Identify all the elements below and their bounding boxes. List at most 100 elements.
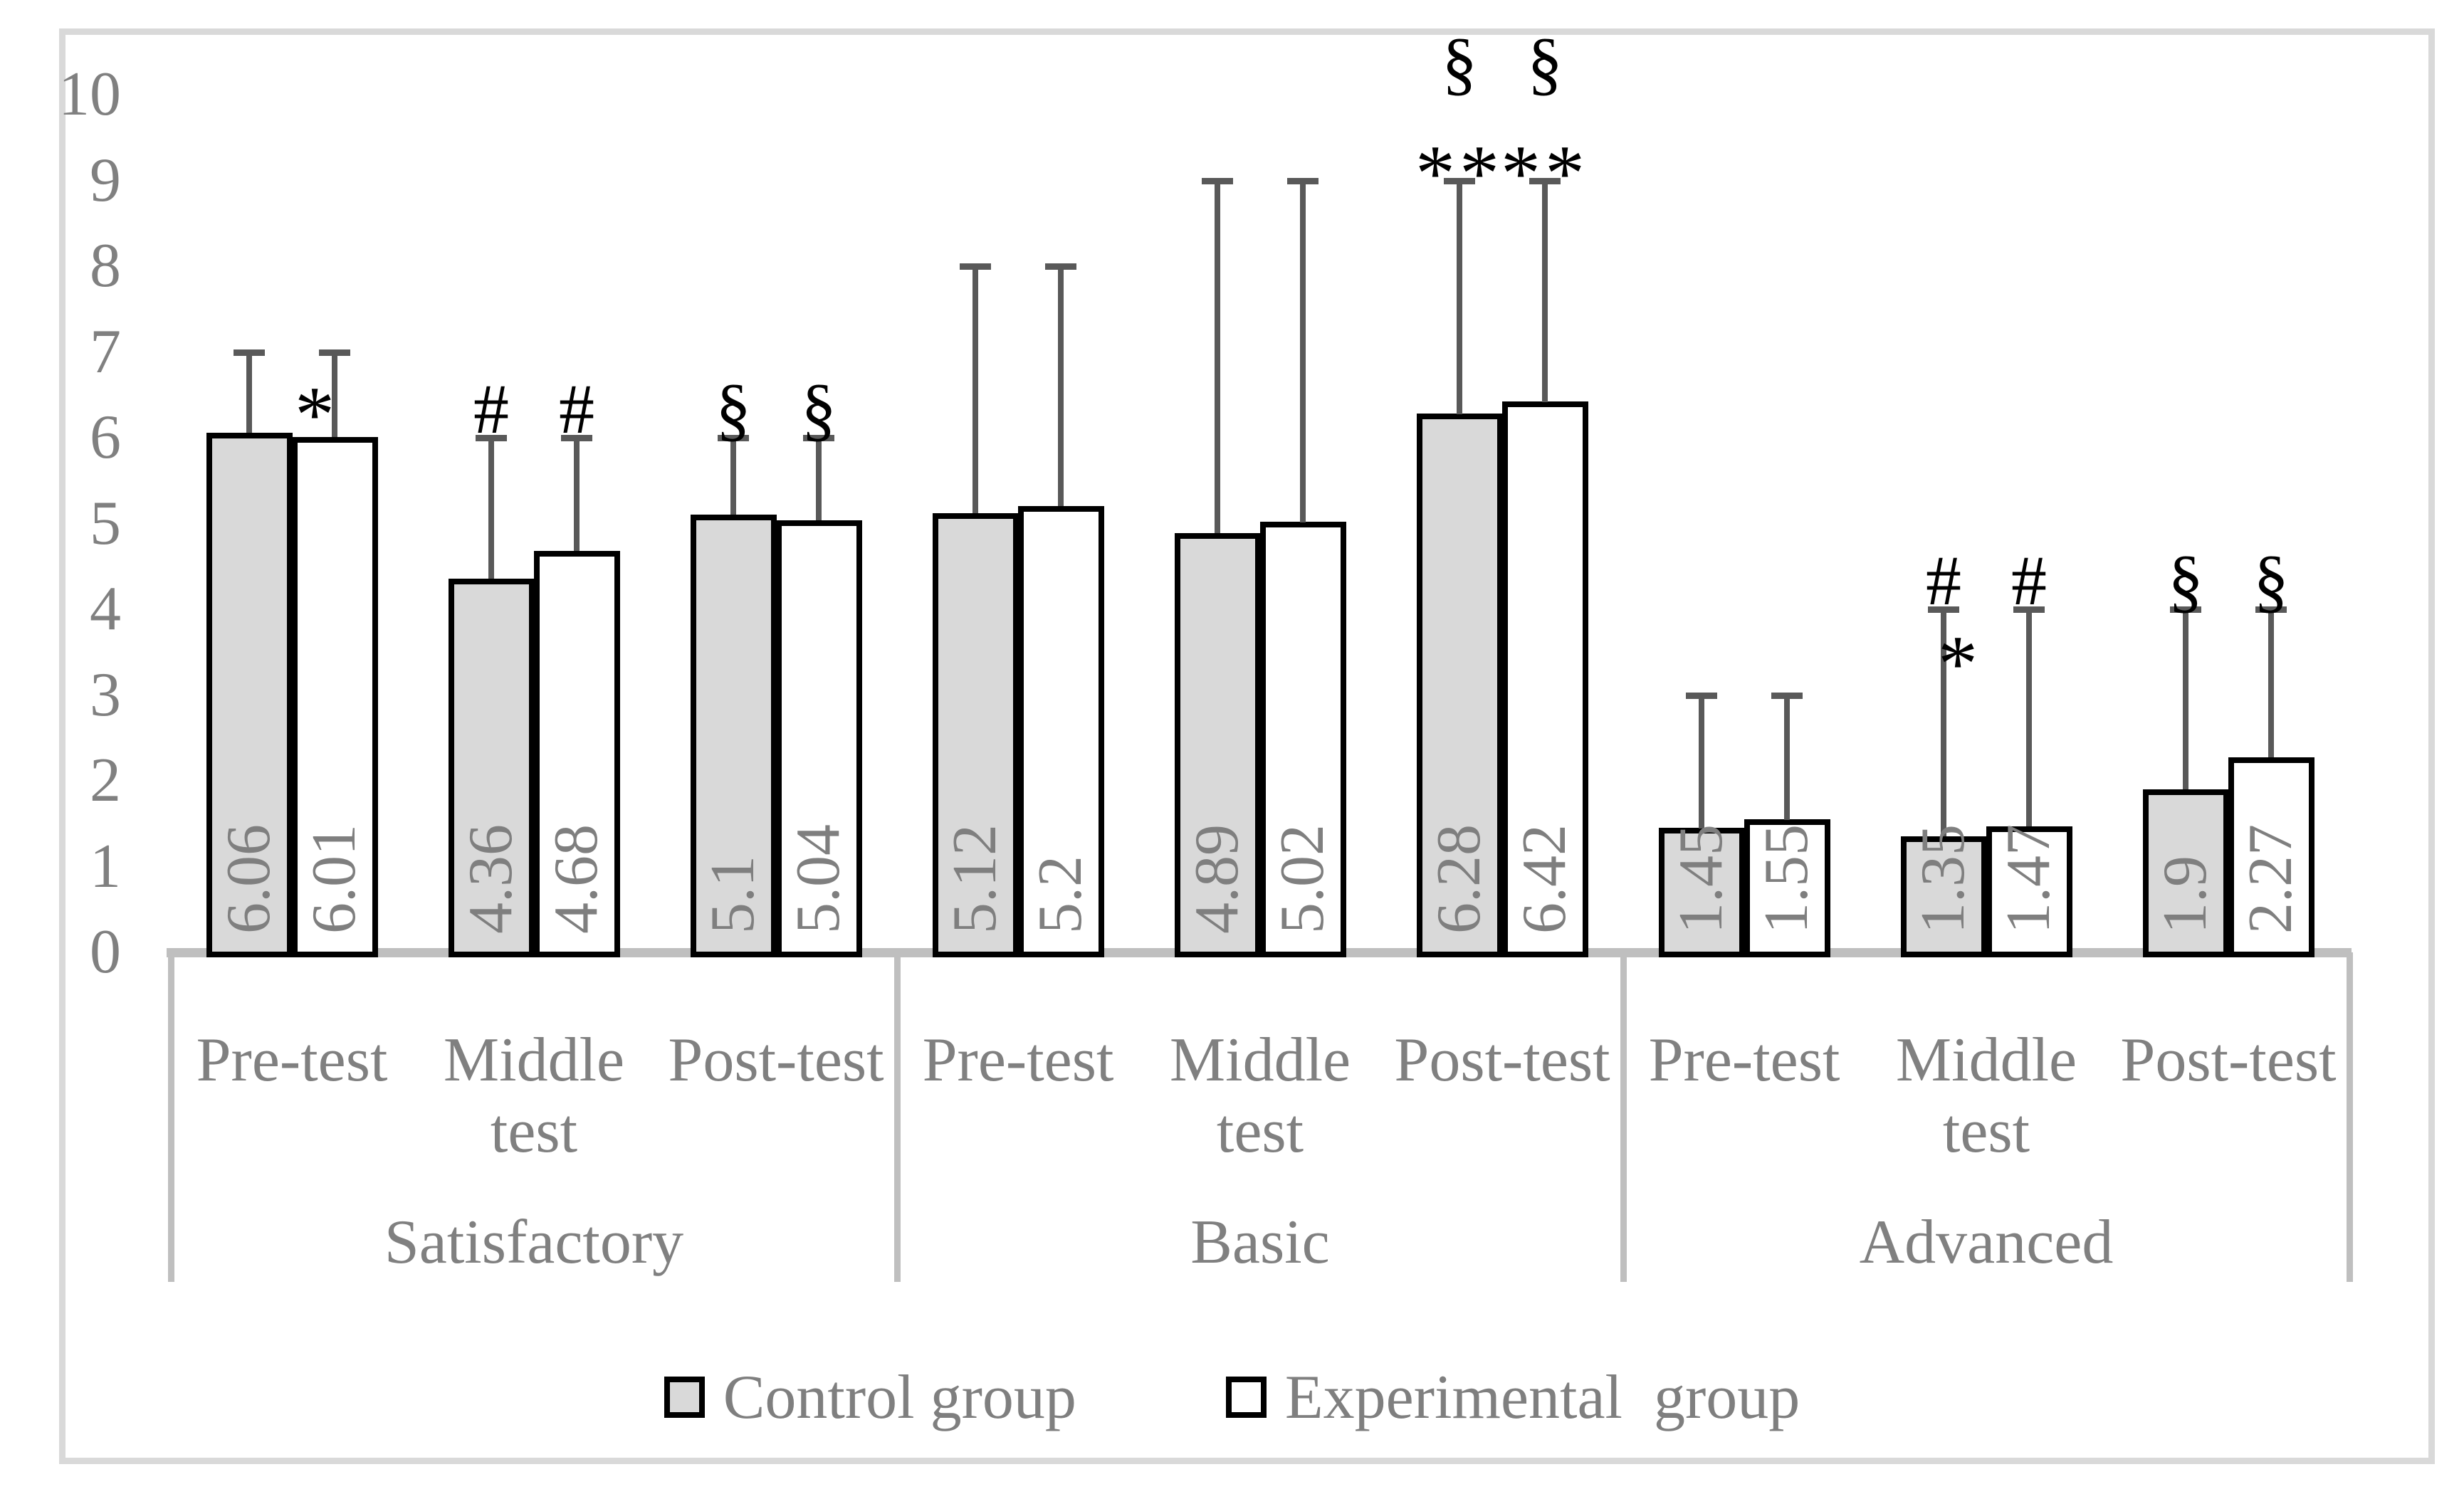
error-bar-stem-satisfactory-pre-test-control: [246, 352, 252, 433]
bar-advanced-middle-test-control: [1901, 836, 1987, 957]
bar-value-label-basic-post-test-control: 6.28: [1425, 824, 1494, 934]
error-bar-stem-basic-middle-test-experimental: [1300, 181, 1306, 522]
bar-value-label-advanced-pre-test-control: 1.45: [1667, 824, 1736, 934]
bar-advanced-post-test-experimental: [2228, 757, 2314, 957]
error-bar-cap-satisfactory-pre-test-control: [234, 349, 265, 356]
error-bar-stem-basic-middle-test-control: [1215, 181, 1220, 533]
bar-value-label-satisfactory-post-test-control: 5.1: [698, 856, 767, 934]
error-bar-stem-advanced-post-test-experimental: [2268, 609, 2274, 757]
control-swatch-icon: [664, 1377, 705, 1418]
y-tick-label-8: 8: [90, 231, 121, 300]
bar-advanced-pre-test-control: [1659, 828, 1745, 957]
error-bar-stem-satisfactory-post-test-control: [730, 438, 736, 515]
y-tick-label-6: 6: [90, 403, 121, 472]
error-bar-cap-basic-post-test-control: [1444, 178, 1475, 184]
significance-mark-basic-post-test-experimental: §: [1527, 23, 1563, 102]
bar-value-label-advanced-post-test-experimental: 2.27: [2236, 824, 2305, 934]
significance-mark-advanced-middle-test-experimental: #: [2011, 541, 2047, 620]
category-label-basic-middle-test: Middle test: [1169, 1026, 1351, 1166]
bar-advanced-pre-test-experimental: [1744, 819, 1830, 957]
bar-value-label-advanced-pre-test-experimental: 1.55: [1752, 824, 1821, 934]
significance-mark-basic-post-test-experimental: **: [1501, 130, 1589, 218]
significance-star-advanced-middle-test: *: [1938, 620, 1978, 708]
bar-satisfactory-post-test-experimental: [776, 520, 862, 957]
error-bar-cap-basic-pre-test-experimental: [1045, 263, 1076, 270]
category-divider-3: [2347, 952, 2353, 1282]
legend-label-control: Control group: [723, 1362, 1076, 1432]
category-divider-0: [168, 952, 174, 1282]
bar-basic-middle-test-control: [1175, 533, 1261, 957]
bar-value-label-satisfactory-pre-test-experimental: 6.01: [300, 824, 369, 934]
bar-satisfactory-post-test-control: [691, 515, 777, 957]
y-tick-label-9: 9: [90, 146, 121, 215]
bar-value-label-satisfactory-post-test-experimental: 5.04: [784, 824, 853, 934]
error-bar-stem-basic-pre-test-experimental: [1058, 266, 1064, 506]
significance-mark-satisfactory-middle-test-control: #: [473, 369, 509, 448]
error-bar-stem-satisfactory-post-test-experimental: [816, 438, 822, 520]
error-bar-stem-satisfactory-middle-test-control: [488, 438, 494, 579]
error-bar-cap-satisfactory-middle-test-control: [476, 435, 507, 441]
bar-value-label-satisfactory-pre-test-control: 6.06: [214, 824, 283, 934]
error-bar-cap-advanced-post-test-experimental: [2255, 606, 2287, 613]
error-bar-stem-advanced-post-test-control: [2183, 609, 2188, 789]
category-divider-2: [1620, 952, 1627, 1282]
significance-mark-satisfactory-middle-test-experimental: #: [559, 369, 594, 448]
error-bar-cap-satisfactory-pre-test-experimental: [319, 349, 350, 356]
error-bar-cap-advanced-post-test-control: [2170, 606, 2201, 613]
significance-mark-advanced-post-test-experimental: §: [2253, 541, 2289, 620]
bar-basic-post-test-control: [1417, 414, 1503, 957]
error-bar-cap-satisfactory-post-test-experimental: [803, 435, 834, 441]
error-bar-cap-basic-middle-test-experimental: [1287, 178, 1318, 184]
legend-item-experimental: Experimental group: [1225, 1362, 1800, 1433]
error-bar-stem-basic-post-test-control: [1457, 181, 1462, 414]
significance-mark-satisfactory-post-test-control: §: [715, 369, 751, 448]
bar-basic-pre-test-control: [933, 513, 1019, 957]
significance-mark-advanced-middle-test-control: #: [1926, 541, 1961, 620]
bar-value-label-satisfactory-middle-test-experimental: 4.68: [542, 824, 611, 934]
category-label-basic-post-test: Post-test: [1394, 1026, 1610, 1095]
significance-mark-basic-post-test-control: §: [1442, 23, 1477, 102]
error-bar-cap-satisfactory-post-test-control: [718, 435, 749, 441]
y-tick-label-4: 4: [90, 574, 121, 643]
category-label-basic-pre-test: Pre-test: [922, 1026, 1114, 1095]
y-tick-label-0: 0: [90, 917, 121, 987]
group-label-basic: Basic: [1190, 1208, 1330, 1277]
error-bar-cap-basic-post-test-experimental: [1529, 178, 1561, 184]
bar-value-label-basic-pre-test-control: 5.12: [940, 824, 1010, 934]
group-label-satisfactory: Satisfactory: [384, 1208, 684, 1277]
error-bar-cap-basic-middle-test-control: [1202, 178, 1233, 184]
legend-label-experimental: Experimental group: [1284, 1362, 1800, 1432]
error-bar-cap-advanced-middle-test-control: [1928, 606, 1959, 613]
significance-star-satisfactory-pre-test: *: [295, 371, 335, 459]
error-bar-stem-advanced-pre-test-control: [1699, 695, 1704, 828]
y-tick-label-10: 10: [58, 60, 121, 129]
significance-mark-advanced-post-test-control: §: [2168, 541, 2203, 620]
bar-value-label-satisfactory-middle-test-control: 4.36: [456, 824, 525, 934]
error-bar-cap-satisfactory-middle-test-experimental: [561, 435, 592, 441]
bar-satisfactory-pre-test-control: [206, 433, 293, 957]
category-divider-1: [894, 952, 901, 1282]
error-bar-stem-satisfactory-pre-test-experimental: [332, 352, 337, 437]
bar-satisfactory-middle-test-control: [449, 579, 535, 957]
bar-value-label-basic-pre-test-experimental: 5.2: [1026, 856, 1095, 934]
bar-basic-post-test-experimental: [1502, 401, 1588, 957]
legend-item-control: Control group: [664, 1362, 1076, 1433]
error-bar-cap-advanced-pre-test-control: [1686, 693, 1717, 699]
bar-value-label-basic-middle-test-control: 4.89: [1183, 824, 1252, 934]
legend: Control group Experimental group: [0, 1358, 2464, 1436]
category-label-advanced-pre-test: Pre-test: [1648, 1026, 1840, 1095]
bar-value-label-advanced-middle-test-experimental: 1.47: [1994, 824, 2063, 934]
y-tick-label-3: 3: [90, 661, 121, 730]
category-label-satisfactory-pre-test: Pre-test: [196, 1026, 388, 1095]
error-bar-stem-basic-pre-test-control: [973, 266, 978, 513]
significance-mark-basic-post-test-control: **: [1415, 130, 1504, 218]
error-bar-cap-basic-pre-test-control: [960, 263, 991, 270]
bar-basic-pre-test-experimental: [1018, 506, 1104, 957]
category-label-advanced-post-test: Post-test: [2120, 1026, 2337, 1095]
group-label-advanced: Advanced: [1859, 1208, 2114, 1277]
bar-basic-middle-test-experimental: [1260, 522, 1346, 957]
bar-advanced-post-test-control: [2143, 789, 2229, 957]
category-label-satisfactory-post-test: Post-test: [668, 1026, 884, 1095]
bar-satisfactory-pre-test-experimental: [292, 437, 378, 957]
